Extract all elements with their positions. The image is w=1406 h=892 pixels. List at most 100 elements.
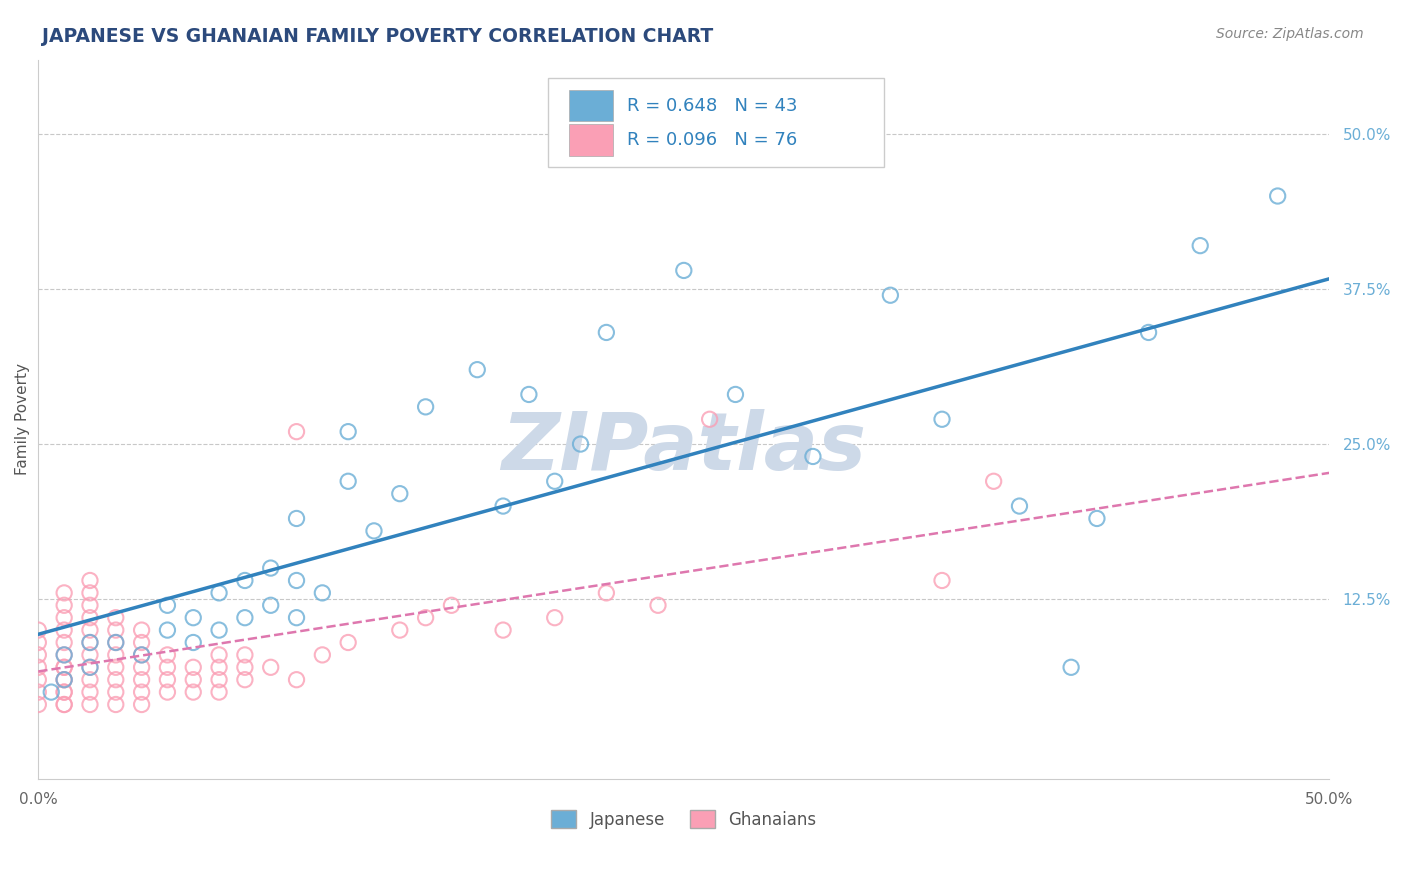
Point bbox=[131, 648, 153, 662]
Point bbox=[79, 574, 101, 588]
Point bbox=[931, 574, 953, 588]
Point bbox=[79, 698, 101, 712]
Point bbox=[156, 623, 179, 637]
Point bbox=[1060, 660, 1083, 674]
Point bbox=[79, 599, 101, 613]
Point bbox=[104, 610, 127, 624]
Point bbox=[104, 660, 127, 674]
FancyBboxPatch shape bbox=[569, 90, 613, 121]
Point bbox=[131, 685, 153, 699]
Point bbox=[181, 685, 204, 699]
Point bbox=[363, 524, 385, 538]
Point bbox=[388, 623, 411, 637]
Point bbox=[595, 326, 617, 340]
Point bbox=[104, 623, 127, 637]
Point bbox=[181, 660, 204, 674]
Point bbox=[208, 660, 231, 674]
Point bbox=[156, 685, 179, 699]
Point bbox=[53, 610, 76, 624]
Point bbox=[285, 673, 308, 687]
Point bbox=[27, 648, 49, 662]
Point bbox=[27, 623, 49, 637]
Point bbox=[647, 599, 669, 613]
Point bbox=[569, 437, 592, 451]
Point bbox=[53, 673, 76, 687]
Point bbox=[285, 425, 308, 439]
Point bbox=[544, 475, 567, 489]
Point bbox=[39, 685, 62, 699]
Point bbox=[53, 698, 76, 712]
Point bbox=[131, 635, 153, 649]
Point bbox=[1267, 189, 1289, 203]
Point bbox=[983, 475, 1005, 489]
Point bbox=[517, 387, 540, 401]
Point bbox=[208, 586, 231, 600]
Point bbox=[131, 623, 153, 637]
Point bbox=[1085, 511, 1108, 525]
Point bbox=[79, 623, 101, 637]
Point bbox=[156, 660, 179, 674]
Point bbox=[1008, 499, 1031, 513]
Point bbox=[931, 412, 953, 426]
Point bbox=[208, 623, 231, 637]
Point bbox=[27, 635, 49, 649]
Point bbox=[879, 288, 901, 302]
Point bbox=[131, 660, 153, 674]
Legend: Japanese, Ghanaians: Japanese, Ghanaians bbox=[544, 804, 823, 835]
Point bbox=[79, 648, 101, 662]
Point bbox=[53, 685, 76, 699]
Point bbox=[53, 660, 76, 674]
Point bbox=[260, 599, 283, 613]
Point bbox=[181, 610, 204, 624]
Point bbox=[79, 660, 101, 674]
Point bbox=[415, 400, 437, 414]
Point bbox=[595, 586, 617, 600]
Point bbox=[208, 673, 231, 687]
Point bbox=[53, 660, 76, 674]
Point bbox=[104, 635, 127, 649]
Y-axis label: Family Poverty: Family Poverty bbox=[15, 363, 30, 475]
Point bbox=[53, 685, 76, 699]
Point bbox=[79, 660, 101, 674]
Point bbox=[53, 673, 76, 687]
Point bbox=[104, 685, 127, 699]
Point bbox=[79, 635, 101, 649]
Text: R = 0.096   N = 76: R = 0.096 N = 76 bbox=[627, 131, 797, 149]
Point bbox=[79, 586, 101, 600]
Point bbox=[131, 648, 153, 662]
Point bbox=[208, 685, 231, 699]
Point bbox=[440, 599, 463, 613]
Point bbox=[131, 698, 153, 712]
Point bbox=[285, 511, 308, 525]
Point bbox=[156, 599, 179, 613]
Point bbox=[415, 610, 437, 624]
Point bbox=[233, 574, 256, 588]
Point bbox=[724, 387, 747, 401]
Point bbox=[233, 610, 256, 624]
Point bbox=[53, 623, 76, 637]
Point bbox=[104, 673, 127, 687]
Point bbox=[311, 586, 333, 600]
Point bbox=[53, 673, 76, 687]
Point bbox=[544, 610, 567, 624]
Point bbox=[156, 648, 179, 662]
Point bbox=[337, 425, 360, 439]
Point bbox=[285, 574, 308, 588]
Point bbox=[492, 623, 515, 637]
Point bbox=[801, 450, 824, 464]
Point bbox=[53, 586, 76, 600]
Point bbox=[260, 561, 283, 575]
Point bbox=[672, 263, 695, 277]
Point bbox=[492, 499, 515, 513]
Point bbox=[104, 698, 127, 712]
Point bbox=[131, 673, 153, 687]
Point bbox=[27, 698, 49, 712]
Point bbox=[53, 648, 76, 662]
Point bbox=[311, 648, 333, 662]
Point bbox=[79, 685, 101, 699]
Point bbox=[79, 610, 101, 624]
Point bbox=[79, 673, 101, 687]
Point bbox=[27, 673, 49, 687]
Point bbox=[104, 648, 127, 662]
Point bbox=[53, 698, 76, 712]
